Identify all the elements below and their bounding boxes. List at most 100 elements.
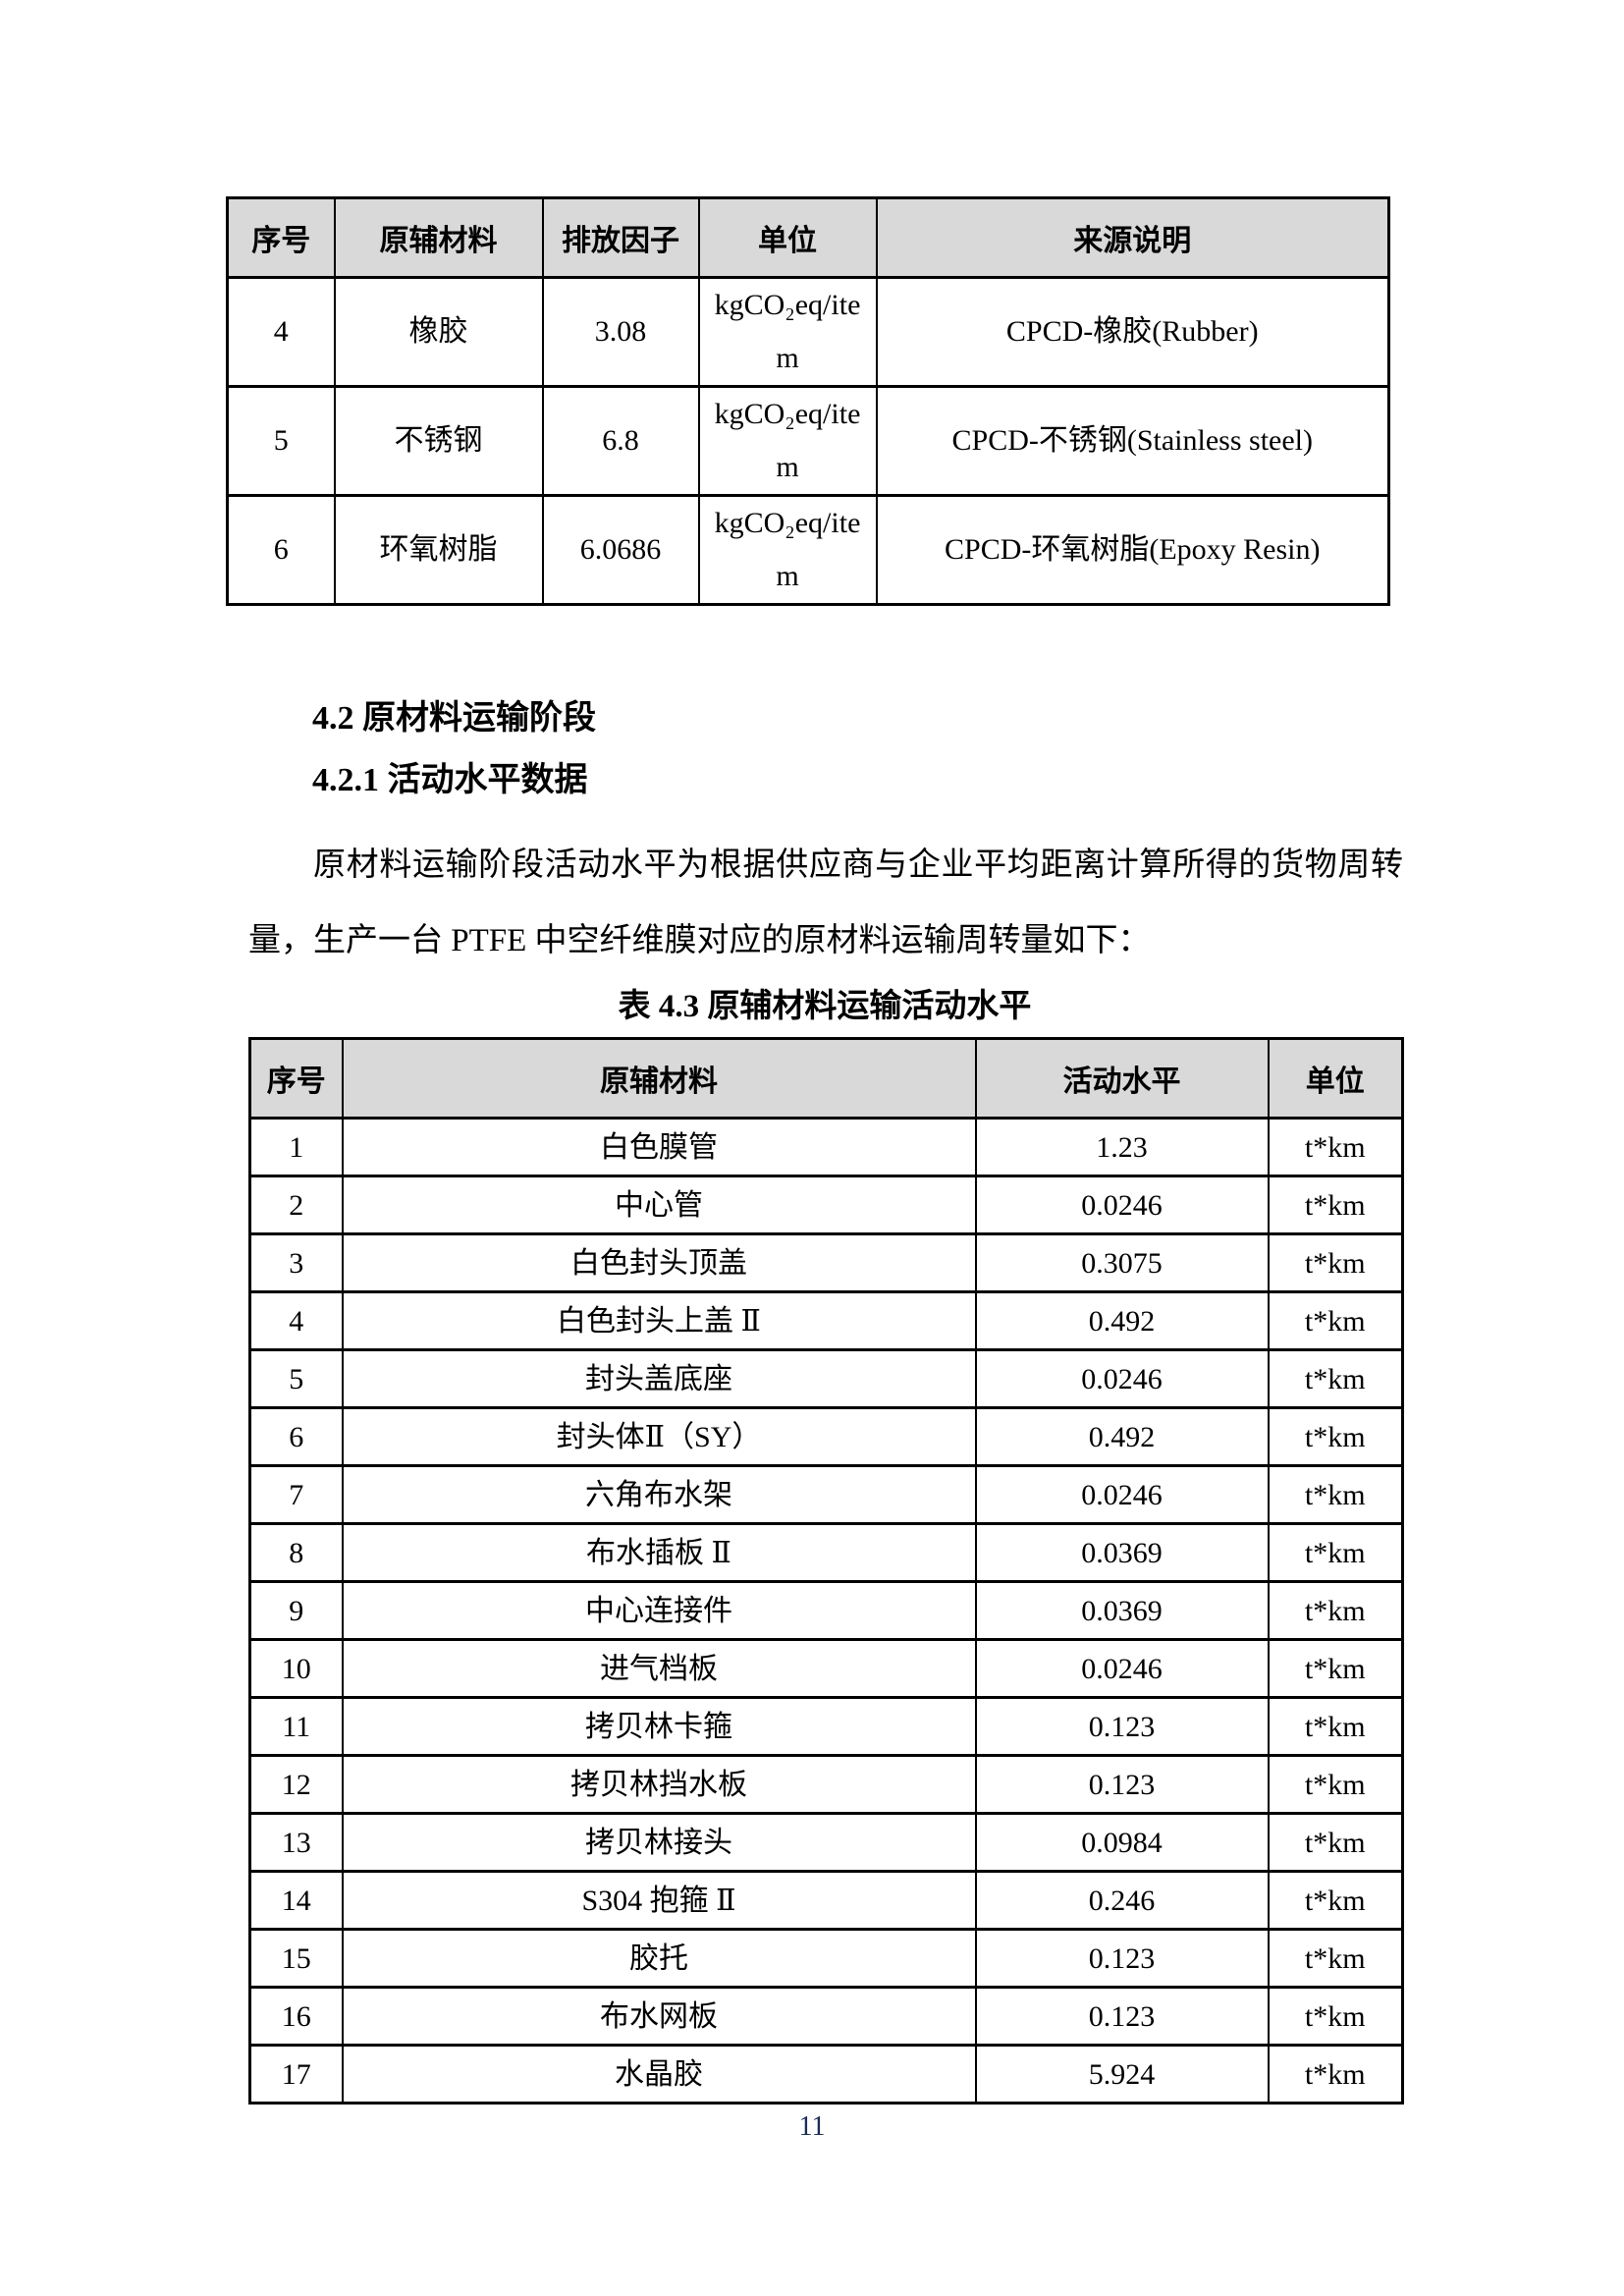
transport-activity-table: 序号 原辅材料 活动水平 单位 1 白色膜管 1.23 t*km 2 中心管 0.0246 t*km… <box>248 1037 1404 2105</box>
table-cell: 0.123 <box>974 1696 1270 1757</box>
table-cell: 2 <box>248 1175 344 1235</box>
table-cell: t*km <box>1267 1348 1404 1409</box>
table-cell: 5.924 <box>974 2044 1270 2105</box>
table-cell: 布水插板 Ⅱ <box>341 1522 977 1583</box>
table-cell: CPCD-橡胶(Rubber) <box>875 276 1390 388</box>
table-cell: 水晶胶 <box>341 2044 977 2105</box>
table-row: 4 白色封头上盖 Ⅱ 0.492 t*km <box>248 1290 1404 1351</box>
table-cell: CPCD-不锈钢(Stainless steel) <box>875 385 1390 497</box>
table-cell: CPCD-环氧树脂(Epoxy Resin) <box>875 494 1390 606</box>
table-cell: 9 <box>248 1580 344 1641</box>
table-cell: 10 <box>248 1638 344 1699</box>
table-cell: 3.08 <box>541 276 700 388</box>
column-header: 活动水平 <box>974 1037 1270 1120</box>
table-cell: 15 <box>248 1928 344 1989</box>
table-row: 6 封头体Ⅱ（SY） 0.492 t*km <box>248 1406 1404 1467</box>
table-cell: t*km <box>1267 1928 1404 1989</box>
column-header: 原辅材料 <box>341 1037 977 1120</box>
column-header: 序号 <box>226 196 336 279</box>
table-cell: 13 <box>248 1812 344 1873</box>
table-cell: 6 <box>226 494 336 606</box>
table-cell: 白色膜管 <box>341 1117 977 1177</box>
table-cell: 0.0246 <box>974 1175 1270 1235</box>
table-cell: 12 <box>248 1754 344 1815</box>
column-header: 原辅材料 <box>333 196 544 279</box>
table-cell: 4 <box>226 276 336 388</box>
table-cell: 8 <box>248 1522 344 1583</box>
table-cell: 中心管 <box>341 1175 977 1235</box>
section-heading-4-2-1: 4.2.1 活动水平数据 <box>312 762 588 798</box>
table-cell: 0.0246 <box>974 1464 1270 1525</box>
table-cell: t*km <box>1267 1175 1404 1235</box>
body-paragraph: 原材料运输阶段活动水平为根据供应商与企业平均距离计算所得的货物周转量，生产一台 … <box>248 847 1403 958</box>
table-cell: 0.0369 <box>974 1580 1270 1641</box>
table-row: 1 白色膜管 1.23 t*km <box>248 1117 1404 1177</box>
table-cell: 16 <box>248 1986 344 2047</box>
table-cell: t*km <box>1267 1638 1404 1699</box>
table-row: 3 白色封头顶盖 0.3075 t*km <box>248 1232 1404 1293</box>
table-row: 9 中心连接件 0.0369 t*km <box>248 1580 1404 1641</box>
table-cell: t*km <box>1267 1754 1404 1815</box>
table-cell: t*km <box>1267 1117 1404 1177</box>
emission-factor-table: 序号 原辅材料 排放因子 单位 来源说明 4 橡胶 3.08 kgCO₂eq/item CPCD… <box>226 196 1390 606</box>
table-cell: 橡胶 <box>333 276 544 388</box>
table-cell: 白色封头上盖 Ⅱ <box>341 1290 977 1351</box>
table-cell: 拷贝林接头 <box>341 1812 977 1873</box>
table-cell: 11 <box>248 1696 344 1757</box>
table-cell: 0.0246 <box>974 1348 1270 1409</box>
table-cell: 3 <box>248 1232 344 1293</box>
table-row: 12 拷贝林挡水板 0.123 t*km <box>248 1754 1404 1815</box>
table-row: 5 不锈钢 6.8 kgCO₂eq/item CPCD-不锈钢(Stainless st… <box>226 385 1390 497</box>
table-cell: 拷贝林卡箍 <box>341 1696 977 1757</box>
table-cell: t*km <box>1267 1522 1404 1583</box>
section-heading-4-2: 4.2 原材料运输阶段 <box>312 700 596 737</box>
table-cell: 6.8 <box>541 385 700 497</box>
table-cell: 1.23 <box>974 1117 1270 1177</box>
table-cell: kgCO₂eq/item <box>697 385 878 497</box>
table-cell: 0.123 <box>974 1986 1270 2047</box>
table-cell: t*km <box>1267 1986 1404 2047</box>
table-cell: 6 <box>248 1406 344 1467</box>
table-cell: t*km <box>1267 1290 1404 1351</box>
table-header-row: 序号 原辅材料 活动水平 单位 <box>248 1037 1404 1120</box>
table-cell: 中心连接件 <box>341 1580 977 1641</box>
table-cell: t*km <box>1267 1812 1404 1873</box>
table-row: 7 六角布水架 0.0246 t*km <box>248 1464 1404 1525</box>
table-row: 10 进气档板 0.0246 t*km <box>248 1638 1404 1699</box>
table-cell: 7 <box>248 1464 344 1525</box>
table-cell: 14 <box>248 1870 344 1931</box>
column-header: 排放因子 <box>541 196 700 279</box>
table-cell: 拷贝林挡水板 <box>341 1754 977 1815</box>
table-cell: 1 <box>248 1117 344 1177</box>
table-cell: t*km <box>1267 1580 1404 1641</box>
table-cell: 不锈钢 <box>333 385 544 497</box>
table-cell: 0.123 <box>974 1928 1270 1989</box>
table-row: 16 布水网板 0.123 t*km <box>248 1986 1404 2047</box>
table-cell: 封头盖底座 <box>341 1348 977 1409</box>
table-cell: 0.0246 <box>974 1638 1270 1699</box>
table-cell: 0.3075 <box>974 1232 1270 1293</box>
table-cell: S304 抱箍 Ⅱ <box>341 1870 977 1931</box>
column-header: 单位 <box>1267 1037 1404 1120</box>
table-cell: t*km <box>1267 1870 1404 1931</box>
table-row: 2 中心管 0.0246 t*km <box>248 1175 1404 1235</box>
table-row: 5 封头盖底座 0.0246 t*km <box>248 1348 1404 1409</box>
table-row: 8 布水插板 Ⅱ 0.0369 t*km <box>248 1522 1404 1583</box>
table-caption: 表 4.3 原辅材料运输活动水平 <box>618 989 1032 1024</box>
table-cell: 0.123 <box>974 1754 1270 1815</box>
table-cell: 5 <box>248 1348 344 1409</box>
column-header: 单位 <box>697 196 878 279</box>
table-cell: kgCO₂eq/item <box>697 276 878 388</box>
table-row: 6 环氧树脂 6.0686 kgCO₂eq/item CPCD-环氧树脂(Epoxy R… <box>226 494 1390 606</box>
table-cell: 17 <box>248 2044 344 2105</box>
table-cell: 布水网板 <box>341 1986 977 2047</box>
table-cell: t*km <box>1267 2044 1404 2105</box>
table-row: 11 拷贝林卡箍 0.123 t*km <box>248 1696 1404 1757</box>
table-cell: 0.492 <box>974 1406 1270 1467</box>
column-header: 序号 <box>248 1037 344 1120</box>
table-cell: 六角布水架 <box>341 1464 977 1525</box>
table-cell: 6.0686 <box>541 494 700 606</box>
table-cell: 4 <box>248 1290 344 1351</box>
page-number: 11 <box>798 2111 826 2142</box>
